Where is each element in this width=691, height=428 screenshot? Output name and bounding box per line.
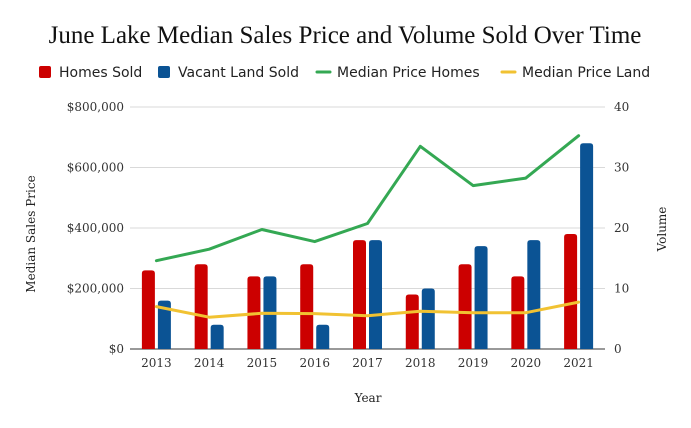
- bar-vacant-land-sold: [421, 288, 435, 349]
- bar-homes-sold: [564, 234, 578, 349]
- y-left-tick-label: $600,000: [67, 161, 124, 175]
- x-tick-label: 2017: [352, 356, 383, 370]
- x-tick-label: 2021: [563, 356, 594, 370]
- bar-vacant-land-sold: [316, 324, 330, 349]
- bar-homes-sold: [300, 264, 314, 349]
- x-tick-label: 2015: [247, 356, 278, 370]
- bar-vacant-land-sold: [369, 240, 382, 349]
- y-right-tick-label: 40: [614, 100, 629, 114]
- bar-vacant-land-sold: [474, 246, 488, 349]
- bar-vacant-land-sold: [580, 143, 594, 349]
- x-tick-label: 2014: [194, 356, 225, 370]
- line-median-price-land: [154, 300, 581, 319]
- y-left-tick-label: $0: [109, 342, 124, 356]
- legend-item: Median Price Homes: [315, 65, 480, 81]
- legend-swatch: [39, 66, 51, 78]
- left-axis-ticks: $0 $200,000 $400,000 $600,000 $800,000: [67, 100, 124, 356]
- x-axis-ticks: 2013 2014 2015 2016 2017 2018 2019 2020 2021: [141, 356, 594, 370]
- x-tick-label: 2016: [299, 356, 330, 370]
- gridlines: [130, 106, 605, 350]
- bar-homes-sold: [458, 264, 472, 349]
- x-tick-label: 2020: [511, 356, 542, 370]
- y-left-tick-label: $800,000: [67, 100, 124, 114]
- y-right-tick-label: 0: [614, 342, 622, 356]
- legend-item: Homes Sold: [39, 65, 142, 81]
- legend-label: Vacant Land Sold: [178, 65, 299, 81]
- line-median-price-homes: [154, 134, 581, 263]
- bar-homes-sold: [405, 294, 419, 349]
- y-left-tick-label: $400,000: [67, 221, 124, 235]
- y-right-tick-label: 10: [614, 282, 629, 296]
- y-axis-right-label: Volume: [655, 207, 669, 253]
- y-left-tick-label: $200,000: [67, 282, 124, 296]
- legend-label: Median Price Land: [522, 65, 650, 81]
- legend-swatch: [158, 66, 170, 78]
- y-right-tick-label: 20: [614, 221, 629, 235]
- bar-homes-sold: [353, 240, 366, 349]
- x-tick-label: 2019: [458, 356, 489, 370]
- y-axis-left-label: Median Sales Price: [24, 175, 38, 292]
- x-axis-label: Year: [354, 391, 382, 405]
- legend-label: Median Price Homes: [337, 65, 480, 81]
- bar-vacant-land-sold: [527, 240, 541, 349]
- x-tick-label: 2018: [405, 356, 436, 370]
- bar-homes-sold: [141, 270, 155, 349]
- bar-homes-sold: [194, 264, 208, 349]
- chart-title: June Lake Median Sales Price and Volume …: [49, 22, 642, 49]
- legend-item: Median Price Land: [500, 65, 650, 81]
- legend-item: Vacant Land Sold: [158, 65, 299, 81]
- y-right-tick-label: 30: [614, 161, 629, 175]
- lines: [154, 134, 581, 319]
- x-tick-label: 2013: [141, 356, 172, 370]
- right-axis-ticks: 0 10 20 30 40: [614, 100, 629, 356]
- legend: Homes Sold Vacant Land Sold Median Price H…: [39, 65, 650, 81]
- bar-vacant-land-sold: [210, 324, 224, 349]
- bars: [141, 143, 594, 349]
- bar-vacant-land-sold: [157, 300, 171, 349]
- legend-label: Homes Sold: [59, 65, 142, 81]
